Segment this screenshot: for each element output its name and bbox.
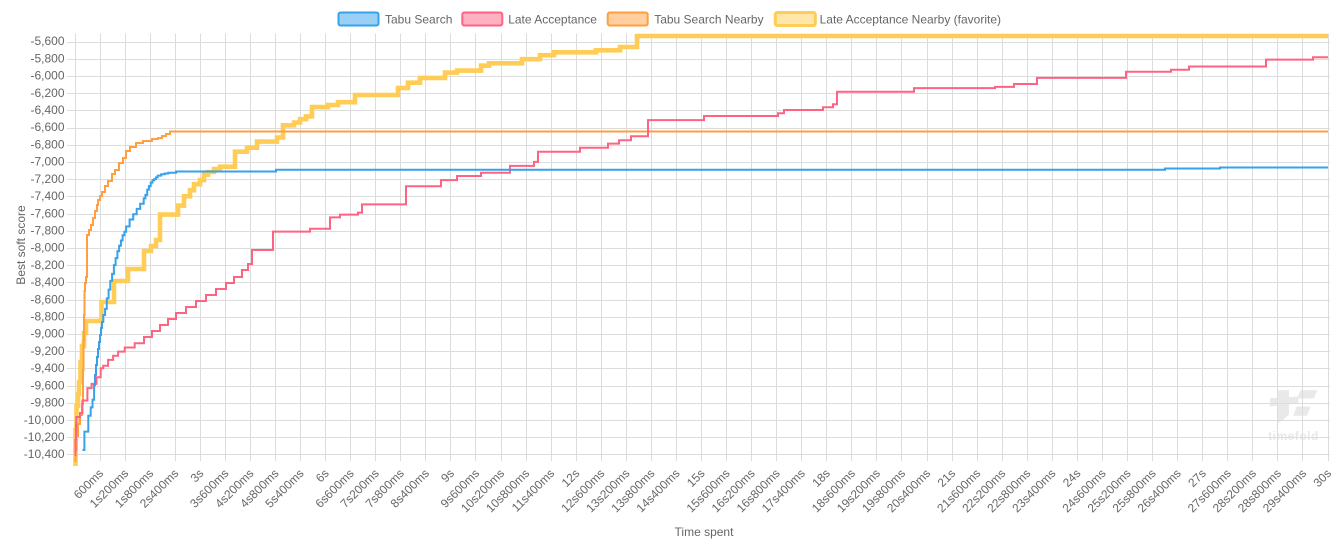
svg-text:-7,800: -7,800 xyxy=(30,224,64,238)
svg-text:Late Acceptance: Late Acceptance xyxy=(508,13,597,27)
svg-text:-8,000: -8,000 xyxy=(30,241,64,255)
svg-text:-8,600: -8,600 xyxy=(30,292,64,306)
svg-text:-7,400: -7,400 xyxy=(30,189,64,203)
svg-text:-6,200: -6,200 xyxy=(30,86,64,100)
svg-text:-8,800: -8,800 xyxy=(30,310,64,324)
svg-text:-8,200: -8,200 xyxy=(30,258,64,272)
svg-text:-8,400: -8,400 xyxy=(30,275,64,289)
svg-text:-10,000: -10,000 xyxy=(24,413,65,427)
svg-text:-10,200: -10,200 xyxy=(24,430,65,444)
svg-text:-6,800: -6,800 xyxy=(30,137,64,151)
svg-text:-6,400: -6,400 xyxy=(30,103,64,117)
svg-text:Time spent: Time spent xyxy=(675,525,735,539)
svg-text:-7,200: -7,200 xyxy=(30,172,64,186)
svg-text:-6,000: -6,000 xyxy=(30,69,64,83)
svg-text:Tabu Search Nearby: Tabu Search Nearby xyxy=(654,13,763,27)
svg-text:-9,800: -9,800 xyxy=(30,396,64,410)
svg-text:Late Acceptance Nearby (favori: Late Acceptance Nearby (favorite) xyxy=(820,13,1001,27)
svg-text:Best soft score: Best soft score xyxy=(14,205,28,285)
svg-text:-9,000: -9,000 xyxy=(30,327,64,341)
svg-text:-7,000: -7,000 xyxy=(30,155,64,169)
svg-text:-7,600: -7,600 xyxy=(30,206,64,220)
svg-text:-9,400: -9,400 xyxy=(30,361,64,375)
svg-text:-9,200: -9,200 xyxy=(30,344,64,358)
svg-text:-5,800: -5,800 xyxy=(30,51,64,65)
svg-text:Tabu Search: Tabu Search xyxy=(385,13,452,27)
svg-text:-6,600: -6,600 xyxy=(30,120,64,134)
svg-text:timefold: timefold xyxy=(1268,429,1319,443)
svg-text:-10,400: -10,400 xyxy=(24,447,65,461)
svg-text:-5,600: -5,600 xyxy=(30,34,64,48)
svg-text:-9,600: -9,600 xyxy=(30,378,64,392)
